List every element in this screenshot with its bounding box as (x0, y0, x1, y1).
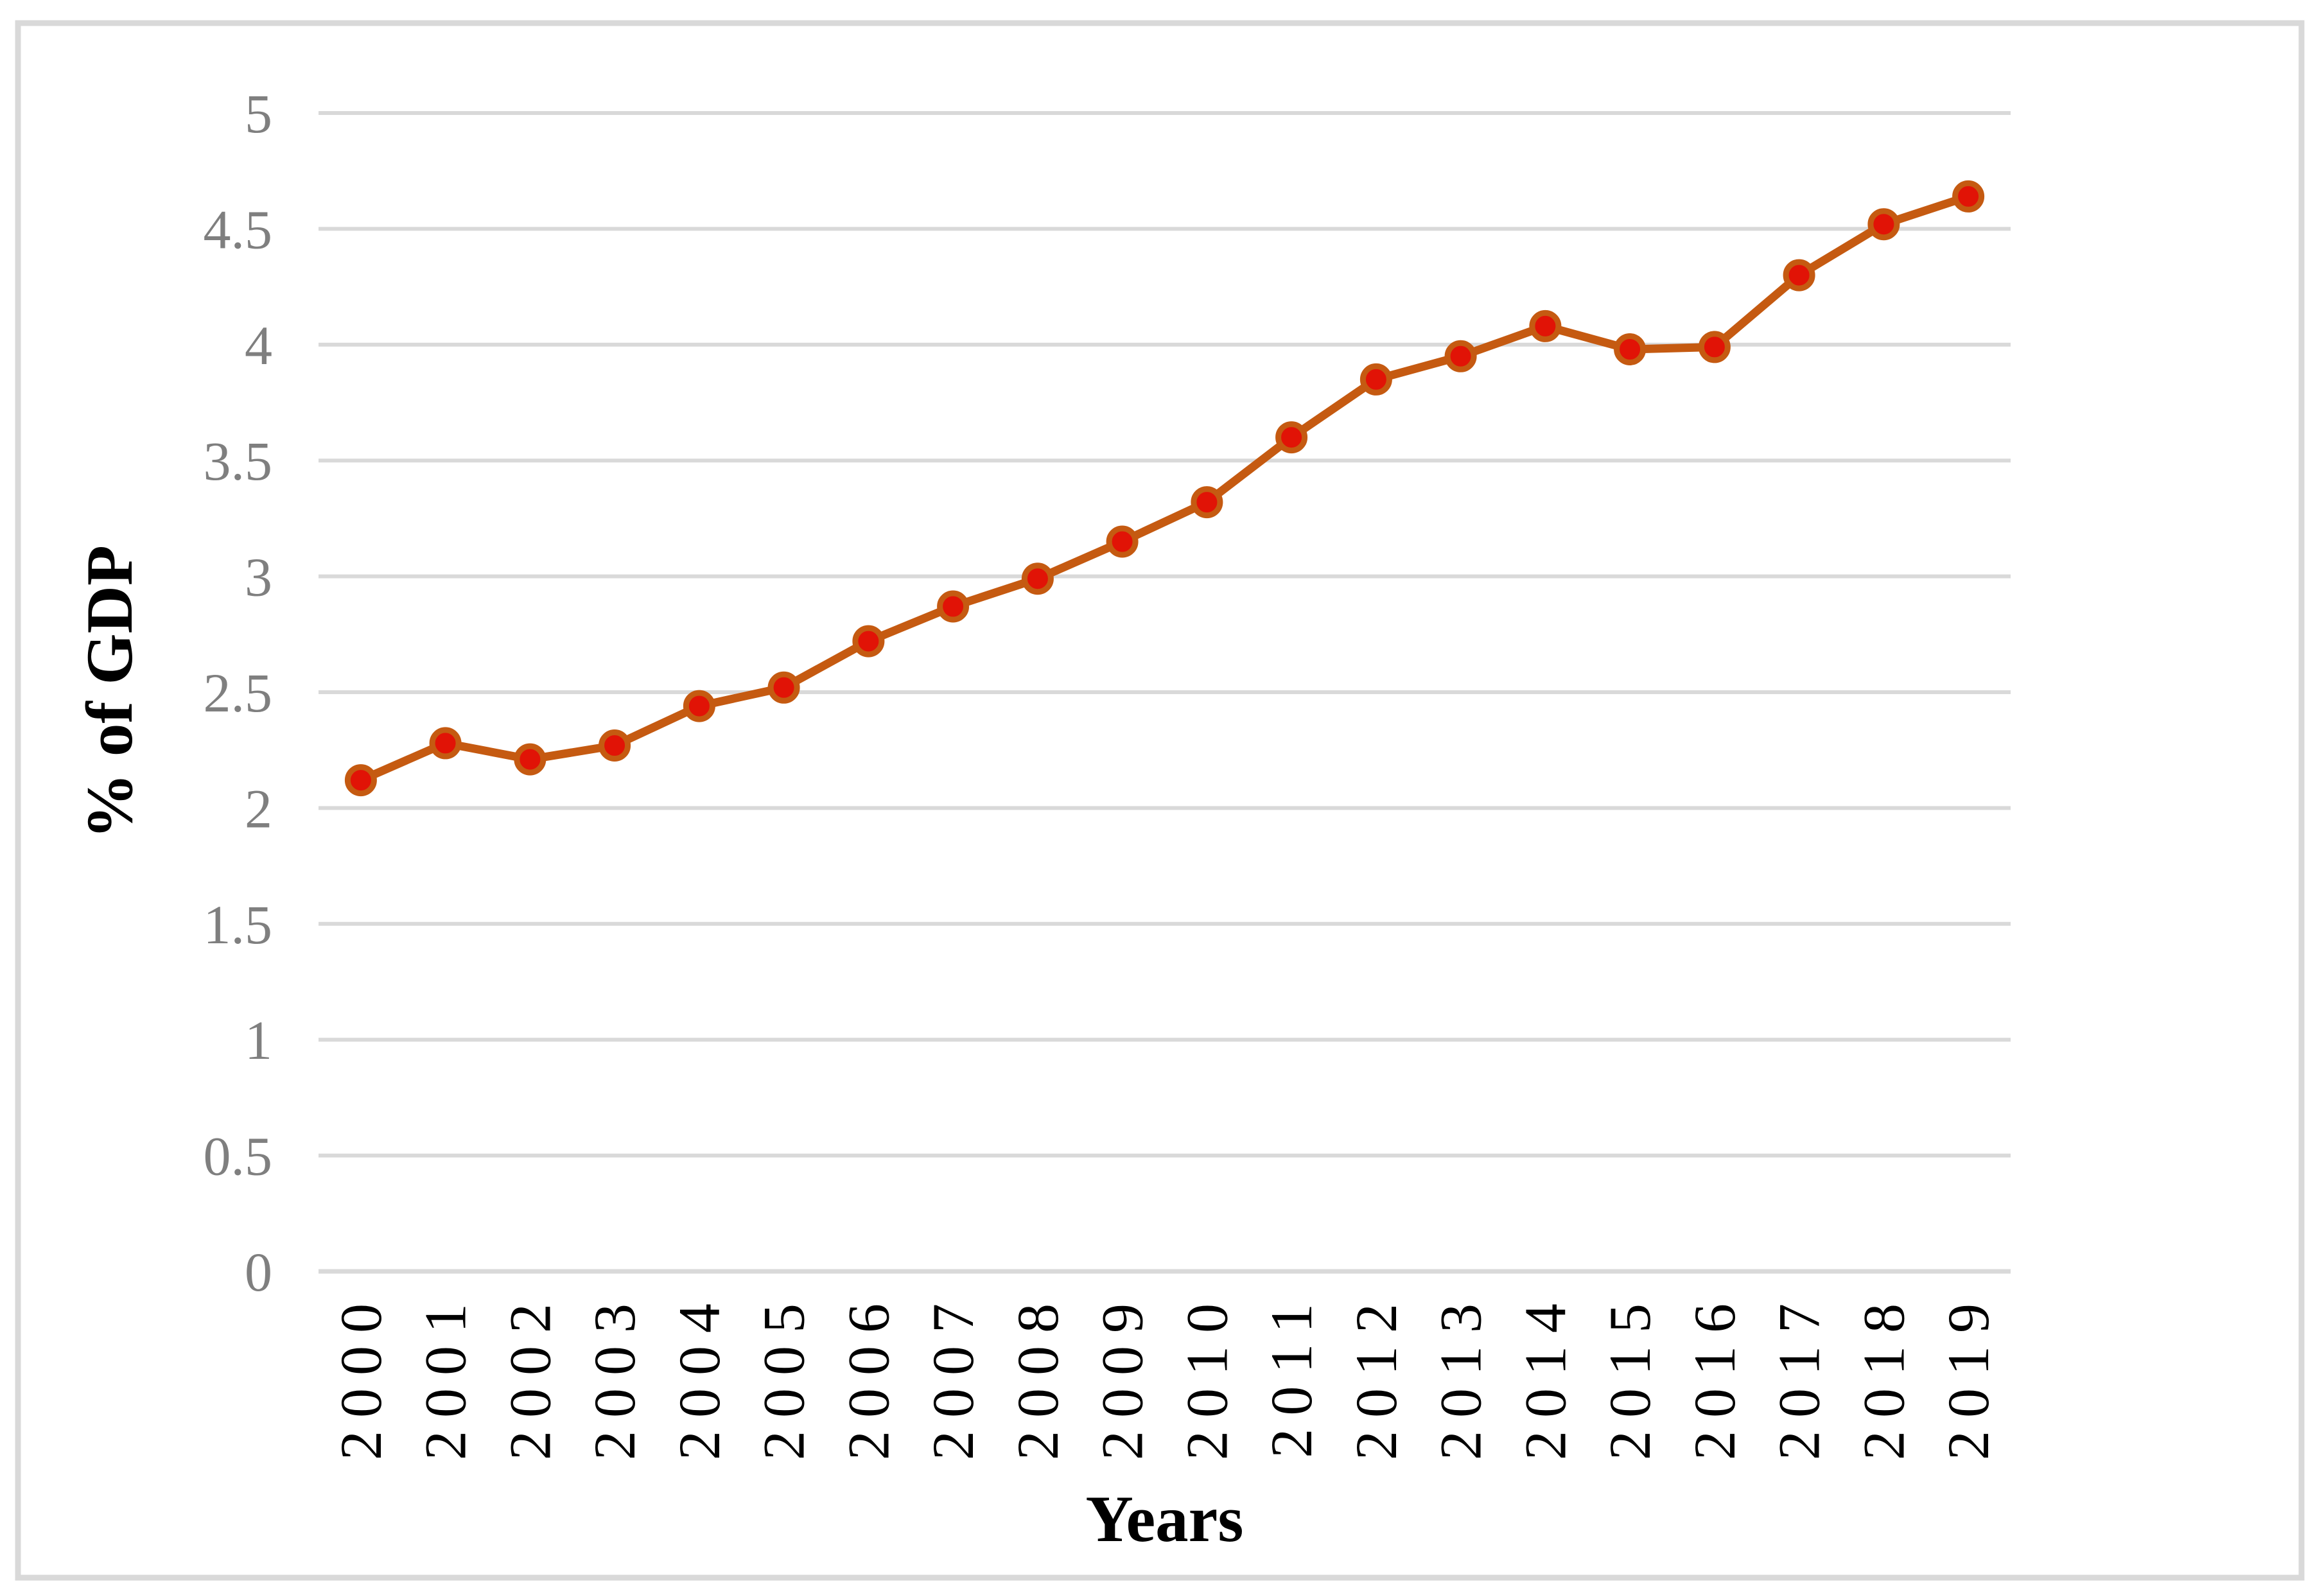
data-point-marker (1783, 259, 1815, 292)
data-point-marker (1614, 333, 1647, 365)
x-tick-label: 2019 (1935, 1291, 2001, 1460)
x-tick-label: 2013 (1428, 1291, 1494, 1460)
data-point-marker (1359, 363, 1392, 396)
x-tick-label: 2002 (497, 1291, 563, 1460)
x-axis-title: Years (1086, 1483, 1244, 1556)
data-point-marker (1444, 340, 1477, 372)
y-tick-label: 5 (245, 83, 272, 144)
x-tick-label: 2006 (835, 1291, 901, 1460)
y-tick-label: 3.5 (204, 430, 273, 492)
x-axis-tick-labels: 2000 2001 2002 2003 2004 2005 2006 2007 2008 2009… (328, 1291, 2001, 1460)
data-point-marker (344, 764, 377, 797)
data-point-marker (937, 590, 970, 623)
x-tick-label: 2015 (1597, 1291, 1663, 1460)
data-point-marker (598, 729, 631, 762)
x-tick-label: 2011 (1259, 1291, 1324, 1458)
x-tick-label: 2017 (1767, 1291, 1832, 1460)
data-point-marker (1275, 421, 1308, 454)
x-tick-label: 2000 (328, 1291, 394, 1460)
y-tick-label: 1.5 (204, 894, 273, 955)
data-point-marker (1021, 562, 1054, 595)
y-tick-label: 4 (245, 315, 272, 376)
y-tick-label: 4.5 (204, 198, 273, 260)
x-tick-label: 2004 (667, 1291, 732, 1460)
x-tick-label: 2012 (1343, 1291, 1409, 1460)
y-tick-label: 1 (245, 1009, 272, 1071)
data-point-marker (1867, 208, 1900, 241)
data-point-markers (344, 180, 1985, 797)
data-point-marker (429, 727, 462, 760)
y-axis-tick-labels: 0 0.5 1 1.5 2 2.5 3 3.5 4 4.5 5 (204, 83, 273, 1303)
gridlines-group (319, 111, 2011, 1274)
y-tick-label: 3 (245, 546, 272, 608)
data-point-marker (1698, 331, 1731, 363)
data-point-marker (683, 690, 715, 722)
data-point-marker (1191, 486, 1223, 519)
x-tick-label: 2003 (582, 1291, 647, 1460)
data-point-marker (1529, 309, 1562, 342)
x-tick-label: 2010 (1174, 1291, 1239, 1460)
data-point-marker (1952, 180, 1985, 213)
data-point-marker (852, 625, 885, 658)
x-tick-label: 2014 (1512, 1291, 1578, 1460)
x-tick-label: 2001 (413, 1291, 478, 1460)
data-point-marker (514, 743, 546, 776)
y-tick-label: 0 (245, 1241, 272, 1303)
x-tick-label: 2018 (1851, 1291, 1916, 1460)
y-axis-title: % of GDP (73, 545, 146, 839)
y-tick-label: 2.5 (204, 662, 273, 724)
x-tick-label: 2005 (751, 1291, 817, 1460)
x-tick-label: 2016 (1682, 1291, 1747, 1460)
y-tick-label: 0.5 (204, 1126, 273, 1187)
x-tick-label: 2007 (920, 1291, 986, 1460)
x-tick-label: 2008 (1005, 1291, 1070, 1460)
figure-border (15, 20, 2305, 1581)
data-point-marker (1106, 525, 1139, 558)
y-tick-label: 2 (245, 778, 272, 839)
data-point-marker (767, 671, 800, 704)
x-tick-label: 2009 (1090, 1291, 1155, 1460)
